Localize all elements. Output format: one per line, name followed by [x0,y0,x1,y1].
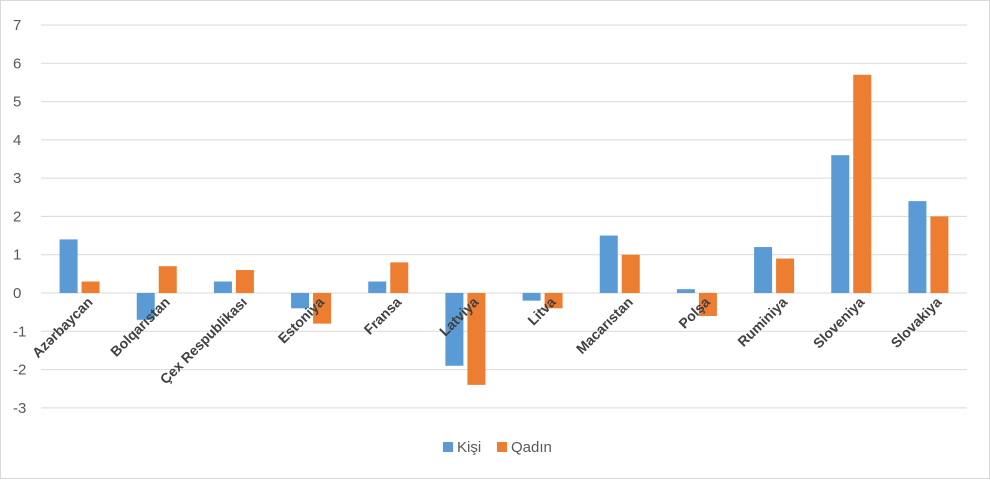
category-label: Azərbaycan [29,294,96,361]
bar-series2-5 [467,293,486,385]
y-tick-label: -1 [13,323,26,340]
bar-series1-6 [522,293,541,301]
bar-series2-11 [930,216,949,293]
bar-series1-7 [599,235,618,293]
bar-series2-2 [235,270,254,293]
category-label: Çex Respublikası [157,294,250,387]
bar-series2-3 [313,293,332,324]
category-label: Slovakiya [888,294,945,351]
y-tick-label: 7 [13,17,21,34]
bar-series2-7 [621,254,640,293]
legend-swatch [443,442,453,452]
bar-series1-5 [445,293,464,366]
bar-series1-4 [368,281,387,293]
y-tick-label: 2 [13,208,21,225]
y-tick-label: -3 [13,400,26,417]
y-tick-label: 5 [13,94,21,111]
y-tick-label: 1 [13,247,21,264]
category-label: Macarıstan [573,294,636,357]
legend-swatch [497,442,507,452]
y-tick-label: -2 [13,362,26,379]
legend-label: Qadın [511,439,552,456]
bar-series2-1 [158,266,177,293]
bar-series2-6 [544,293,563,309]
bar-series1-8 [676,289,695,293]
bar-series1-0 [59,239,78,293]
legend-label: Kişi [457,439,481,456]
bar-series1-3 [291,293,310,309]
y-axis-ticks: -3 -2 -1 0 1 2 3 4 5 6 7 [13,17,26,417]
y-tick-label: 6 [13,55,21,72]
legend: Kişi Qadın [443,439,552,456]
bar-series2-8 [698,293,717,316]
bar-series1-9 [754,247,773,293]
y-tick-label: 4 [13,132,21,149]
bar-series2-10 [853,74,872,294]
y-tick-label: 3 [13,170,21,187]
bar-series2-0 [81,281,100,293]
gridlines [41,24,967,409]
bar-series2-9 [776,258,795,293]
bar-series1-1 [136,293,155,320]
category-label: Ruminiya [734,294,790,350]
bar-series1-2 [213,281,232,293]
category-label: Sloveniya [810,294,868,352]
bar-series1-10 [831,155,850,293]
bar-series2-4 [390,262,409,293]
y-tick-label: 0 [13,285,21,302]
bar-series1-11 [908,201,927,293]
bars [59,74,949,385]
